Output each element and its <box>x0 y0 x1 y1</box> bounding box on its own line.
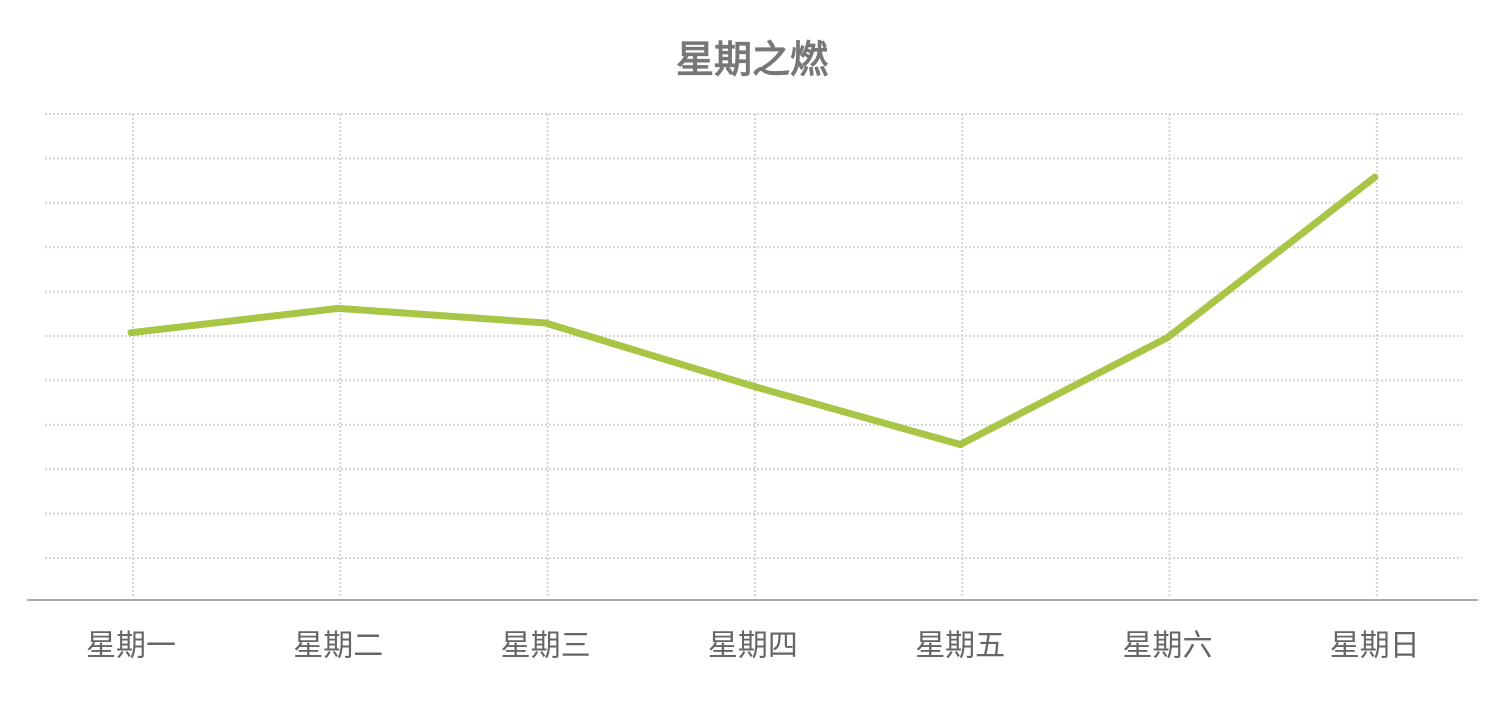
chart-title: 星期之燃 <box>676 38 829 82</box>
data-line <box>127 173 1379 448</box>
x-tick-label: 星期日 <box>1330 629 1420 664</box>
x-tick-label: 星期三 <box>501 629 591 664</box>
x-tick-label: 星期四 <box>708 629 798 664</box>
x-tick-label: 星期一 <box>86 629 176 664</box>
x-tick-label: 星期六 <box>1123 629 1213 664</box>
x-tick-label: 星期五 <box>915 629 1005 664</box>
x-tick-label: 星期二 <box>293 629 383 664</box>
